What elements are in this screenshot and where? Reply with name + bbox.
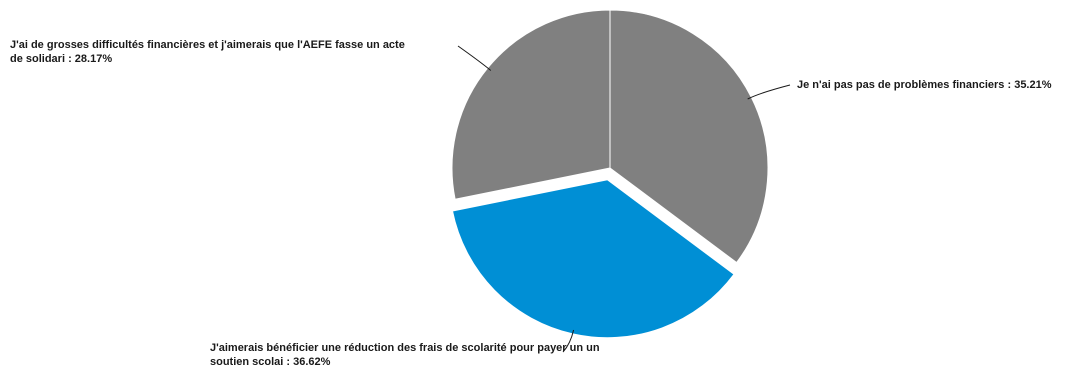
slice-label-no-problems: Je n'ai pas pas de problèmes financiers … [797, 79, 1052, 91]
leader-line-fee-reduction [562, 329, 575, 353]
leader-line-financial-difficulties [457, 45, 492, 71]
slice-label-fee-reduction-line1: J'aimerais bénéficier une réduction des … [210, 342, 600, 354]
slice-label-financial-difficulties: J'ai de grosses difficultés financières … [10, 38, 405, 66]
pie-slice-financial-difficulties [451, 9, 611, 200]
slice-label-fee-reduction-line2: soutien scolai : 36.62% [210, 356, 331, 368]
slice-label-fee-reduction: J'aimerais bénéficier une réduction des … [210, 341, 600, 369]
leader-line-no-problems [747, 84, 791, 100]
slice-label-financial-difficulties-line2: de solidari : 28.17% [10, 53, 113, 65]
slice-label-financial-difficulties-line1: J'ai de grosses difficultés financières … [10, 39, 405, 51]
